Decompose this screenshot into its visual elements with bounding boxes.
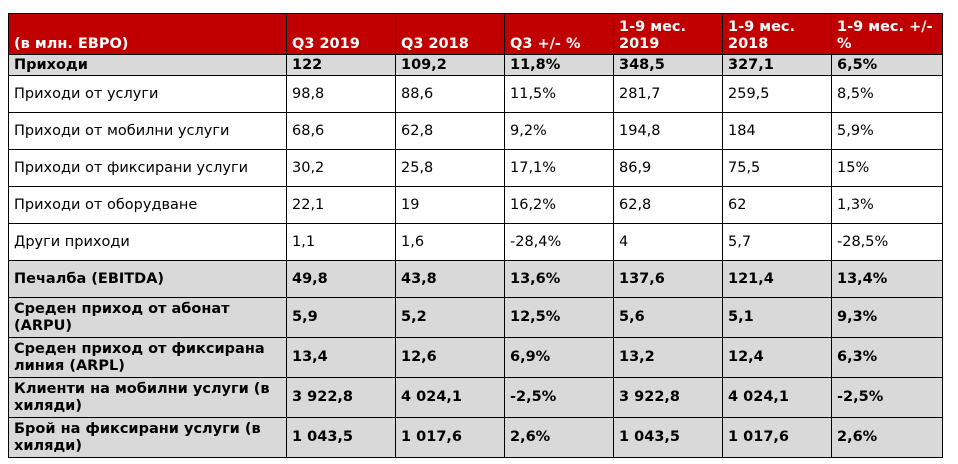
cell-9m-2019: 5,6 [613,297,723,338]
cell-9m-change: 13,4% [831,260,943,298]
table-row-ebitda: Печалба (EBITDA) 49,8 43,8 13,6% 137,6 1… [8,260,943,298]
cell-q3-2018: 88,6 [395,75,505,113]
cell-q3-change: 17,1% [504,149,614,187]
table-row-equipment-revenue: Приходи от оборудване 22,1 19 16,2% 62,8… [8,186,943,224]
cell-9m-change: 8,5% [831,75,943,113]
cell-9m-change: 9,3% [831,297,943,338]
cell-q3-2019: 1 043,5 [286,417,396,458]
cell-9m-2019: 1 043,5 [613,417,723,458]
row-label: Приходи от мобилни услуги [8,112,287,150]
row-label: Среден приход от абонат (ARPU) [8,297,287,338]
cell-9m-change: 2,6% [831,417,943,458]
cell-9m-2019: 62,8 [613,186,723,224]
cell-q3-change: 13,6% [504,260,614,298]
cell-9m-2018: 12,4 [722,337,832,378]
cell-9m-change: 15% [831,149,943,187]
cell-q3-2018: 12,6 [395,337,505,378]
cell-9m-2018: 5,1 [722,297,832,338]
cell-q3-change: -28,4% [504,223,614,261]
cell-q3-change: 11,8% [504,54,614,76]
cell-q3-2018: 25,8 [395,149,505,187]
header-9m-change: 1-9 мес. +/- % [831,13,943,55]
cell-q3-2019: 30,2 [286,149,396,187]
table-row-fixed-revenue: Приходи от фиксирани услуги 30,2 25,8 17… [8,149,943,187]
cell-9m-change: -28,5% [831,223,943,261]
cell-q3-2018: 1,6 [395,223,505,261]
cell-9m-2018: 327,1 [722,54,832,76]
cell-9m-2019: 4 [613,223,723,261]
header-q3-change: Q3 +/- % [504,13,614,55]
cell-q3-2019: 5,9 [286,297,396,338]
cell-q3-2018: 43,8 [395,260,505,298]
header-9m-2018: 1-9 мес. 2018 [722,13,832,55]
row-label: Печалба (EBITDA) [8,260,287,298]
table-row-mobile-customers: Клиенти на мобилни услуги (в хиляди) 3 9… [8,377,943,418]
cell-9m-2019: 137,6 [613,260,723,298]
header-units: (в млн. ЕВРО) [8,13,287,55]
cell-q3-2018: 1 017,6 [395,417,505,458]
table-row-arpl: Среден приход от фиксирана линия (ARPL) … [8,337,943,378]
cell-9m-change: 1,3% [831,186,943,224]
cell-9m-change: 6,5% [831,54,943,76]
cell-q3-2018: 5,2 [395,297,505,338]
table-row-mobile-revenue: Приходи от мобилни услуги 68,6 62,8 9,2%… [8,112,943,150]
row-label: Клиенти на мобилни услуги (в хиляди) [8,377,287,418]
header-q3-2019: Q3 2019 [286,13,396,55]
cell-q3-2019: 68,6 [286,112,396,150]
table-row-revenue: Приходи 122 109,2 11,8% 348,5 327,1 6,5% [8,54,943,76]
cell-9m-2018: 75,5 [722,149,832,187]
table-row-fixed-services: Брой на фиксирани услуги (в хиляди) 1 04… [8,417,943,458]
table-header-row: (в млн. ЕВРО) Q3 2019 Q3 2018 Q3 +/- % 1… [8,13,943,55]
cell-9m-2018: 259,5 [722,75,832,113]
cell-q3-2018: 109,2 [395,54,505,76]
cell-9m-2019: 281,7 [613,75,723,113]
cell-q3-2018: 19 [395,186,505,224]
row-label: Приходи от фиксирани услуги [8,149,287,187]
cell-9m-2018: 1 017,6 [722,417,832,458]
table-row-other-revenue: Други приходи 1,1 1,6 -28,4% 4 5,7 -28,5… [8,223,943,261]
cell-9m-change: -2,5% [831,377,943,418]
table-row-arpu: Среден приход от абонат (ARPU) 5,9 5,2 1… [8,297,943,338]
cell-q3-2019: 98,8 [286,75,396,113]
row-label: Приходи от услуги [8,75,287,113]
cell-9m-2018: 62 [722,186,832,224]
cell-q3-change: 12,5% [504,297,614,338]
cell-q3-2019: 3 922,8 [286,377,396,418]
financial-results-table-container: (в млн. ЕВРО) Q3 2019 Q3 2018 Q3 +/- % 1… [8,13,943,458]
cell-q3-2019: 1,1 [286,223,396,261]
cell-9m-2019: 348,5 [613,54,723,76]
cell-q3-change: 9,2% [504,112,614,150]
cell-q3-2019: 22,1 [286,186,396,224]
cell-q3-2019: 13,4 [286,337,396,378]
cell-9m-2019: 86,9 [613,149,723,187]
row-label: Други приходи [8,223,287,261]
cell-q3-2019: 122 [286,54,396,76]
row-label: Брой на фиксирани услуги (в хиляди) [8,417,287,458]
cell-q3-change: 6,9% [504,337,614,378]
cell-q3-2018: 4 024,1 [395,377,505,418]
cell-9m-2018: 121,4 [722,260,832,298]
cell-q3-change: 2,6% [504,417,614,458]
cell-9m-2019: 13,2 [613,337,723,378]
cell-9m-2018: 4 024,1 [722,377,832,418]
cell-q3-change: 16,2% [504,186,614,224]
cell-q3-change: -2,5% [504,377,614,418]
row-label: Приходи от оборудване [8,186,287,224]
cell-9m-change: 6,3% [831,337,943,378]
cell-q3-2019: 49,8 [286,260,396,298]
header-q3-2018: Q3 2018 [395,13,505,55]
cell-9m-change: 5,9% [831,112,943,150]
header-9m-2019: 1-9 мес. 2019 [613,13,723,55]
cell-9m-2019: 194,8 [613,112,723,150]
table-row-service-revenue: Приходи от услуги 98,8 88,6 11,5% 281,7 … [8,75,943,113]
cell-9m-2018: 5,7 [722,223,832,261]
cell-q3-2018: 62,8 [395,112,505,150]
cell-9m-2018: 184 [722,112,832,150]
cell-9m-2019: 3 922,8 [613,377,723,418]
cell-q3-change: 11,5% [504,75,614,113]
financial-results-table: (в млн. ЕВРО) Q3 2019 Q3 2018 Q3 +/- % 1… [8,13,943,458]
row-label: Среден приход от фиксирана линия (ARPL) [8,337,287,378]
row-label: Приходи [8,54,287,76]
